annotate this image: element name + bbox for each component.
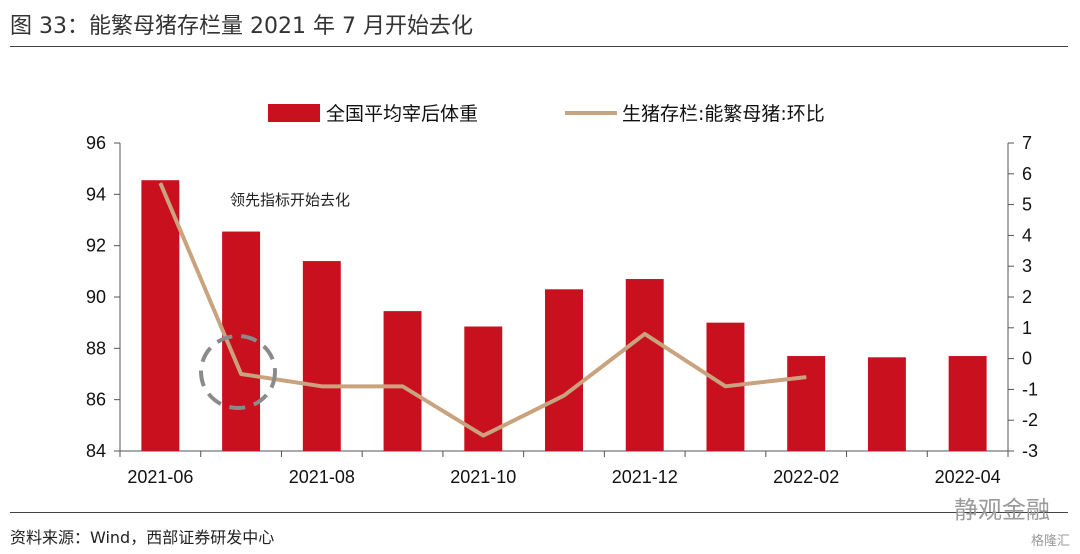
y-right-tick-label: 3 [1022,256,1032,276]
x-tick-label: 2021-06 [127,467,193,487]
legend-bar-label: 全国平均宰后体重 [326,103,478,125]
annotation-text: 领先指标开始去化 [230,191,350,209]
y-right-tick-label: -3 [1022,441,1038,461]
y-right-tick-label: 1 [1022,318,1032,338]
legend-bar-swatch [268,104,320,122]
x-tick-label: 2021-10 [450,467,516,487]
bar [948,356,987,451]
y-left-tick-label: 96 [86,133,106,153]
y-right-tick-label: 7 [1022,133,1032,153]
bar [383,311,422,451]
x-tick-label: 2021-12 [612,467,678,487]
y-right-tick-label: 6 [1022,164,1032,184]
y-right-tick-label: 2 [1022,287,1032,307]
x-tick-label: 2021-08 [289,467,355,487]
bar [464,326,503,451]
page-title: 图 33：能繁母猪存栏量 2021 年 7 月开始去化 [10,14,473,39]
bar [545,289,583,451]
line-point [402,385,404,387]
annotation-circle [199,334,277,410]
bar [787,356,826,451]
y-left-tick-label: 86 [86,390,106,410]
line-point [644,333,646,335]
y-left-tick-label: 94 [86,184,106,204]
line-point [805,376,807,378]
bar [141,180,180,451]
title-divider [10,46,1068,47]
y-right-tick-label: -1 [1022,379,1038,399]
watermark: 静观金融 [954,496,1050,524]
line-point [321,385,323,387]
line-series [158,182,807,438]
y-left-tick-label: 84 [86,441,106,461]
line-point [482,435,484,437]
x-tick-label: 2022-04 [935,467,1001,487]
y-right-tick-label: 0 [1022,349,1032,369]
legend: 全国平均宰后体重 生猪存栏:能繁母猪:环比 [268,103,825,125]
watermark-sub: 格隆汇 [1030,534,1070,549]
line-point [563,395,565,397]
line-point [240,373,242,375]
annotation: 领先指标开始去化 [199,191,350,410]
x-tick-label: 2022-02 [773,467,839,487]
y-left-tick-label: 90 [86,287,106,307]
y-left-tick-label: 88 [86,338,106,358]
bar [625,279,664,451]
bar [302,261,341,451]
legend-line-label: 生猪存栏:能繁母猪:环比 [622,103,825,125]
axes: 84 86 88 90 92 94 96 -3 -2 -1 0 1 2 3 4 5 6 7 2021-06 2021-… [86,133,1038,487]
bars [141,180,987,451]
source-note: 资料来源：Wind，西部证券研发中心 [10,528,275,547]
footer-divider [10,512,1068,513]
line-point [724,385,726,387]
y-right-tick-label: -2 [1022,410,1038,430]
y-right-tick-label: 4 [1022,225,1032,245]
line-point [159,182,161,184]
y-left-tick-label: 92 [86,236,106,256]
y-right-tick-label: 5 [1022,195,1032,215]
bar [867,357,906,451]
